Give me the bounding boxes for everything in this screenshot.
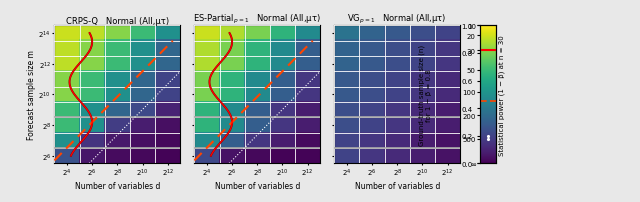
Y-axis label: Statistical power (1 − β) at n = 30: Statistical power (1 − β) at n = 30 [499, 35, 505, 155]
X-axis label: Number of variables d: Number of variables d [75, 181, 160, 190]
X-axis label: Number of variables d: Number of variables d [214, 181, 300, 190]
Title: VG$_{p=1}$   Normal (All,μτ): VG$_{p=1}$ Normal (All,μτ) [348, 13, 447, 26]
Title: ES-Partial$_{p=1}$   Normal (All,μτ): ES-Partial$_{p=1}$ Normal (All,μτ) [193, 13, 321, 26]
Title: CRPS-Q   Normal (All,μτ): CRPS-Q Normal (All,μτ) [66, 17, 169, 25]
Y-axis label: Forecast sample size m: Forecast sample size m [27, 50, 36, 140]
X-axis label: Number of variables d: Number of variables d [355, 181, 440, 190]
Y-axis label: Ground-truth sample size (n)
for 1 − β = 0.8: Ground-truth sample size (n) for 1 − β =… [419, 45, 432, 145]
